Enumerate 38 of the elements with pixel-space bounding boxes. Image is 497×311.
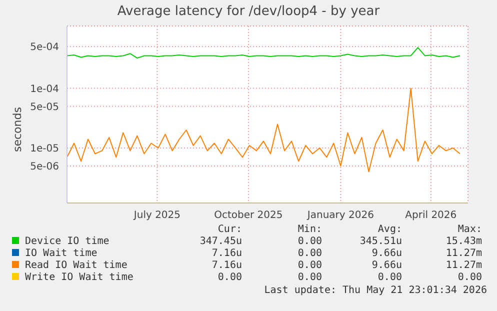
y-tick-label: 5e-05 — [30, 102, 59, 113]
y-tick-label: 1e-04 — [30, 84, 59, 95]
text: Max: — [456, 224, 482, 236]
text: Cur: — [216, 224, 242, 236]
y-axis-title: seconds — [10, 106, 24, 152]
x-tick-label: January 2026 — [306, 210, 374, 222]
y-tick-label: 5e-04 — [30, 42, 59, 54]
x-tick-label: October 2025 — [214, 210, 283, 222]
text: 11.27m — [444, 248, 482, 260]
line-series — [67, 47, 460, 59]
legend-label: Device IO time — [24, 236, 110, 248]
text: 0.00 — [296, 248, 322, 260]
y-tick-label: 1e-05 — [30, 144, 59, 155]
text: 9.66u — [370, 248, 402, 260]
text: 9.66u — [370, 260, 402, 272]
x-tick-label: July 2025 — [132, 210, 181, 222]
y-tick-label: 5e-06 — [30, 162, 59, 173]
text: Last update: Thu May 21 23:01:34 2026 — [263, 285, 487, 296]
text: 0.00 — [376, 272, 402, 284]
x-tick-label: April 2026 — [405, 210, 457, 222]
text: 15.43m — [444, 236, 482, 248]
text: 0.00 — [296, 236, 322, 248]
text: Min: — [296, 224, 322, 236]
text: 345.51u — [358, 236, 402, 248]
text: 347.45u — [198, 236, 242, 248]
text: 0.00 — [456, 272, 482, 284]
text: Avg: — [376, 224, 402, 236]
legend-label: Write IO Wait time — [24, 272, 134, 284]
text: 0.00 — [296, 260, 322, 272]
chart-title: Average latency for /dev/loop4 - by year — [116, 4, 381, 19]
legend-label: IO Wait time — [24, 248, 98, 260]
text: 0.00 — [216, 272, 242, 284]
text: 0.00 — [296, 272, 322, 284]
text: 7.16u — [210, 260, 242, 272]
text: 7.16u — [210, 248, 242, 260]
text: 11.27m — [444, 260, 482, 272]
line-series — [67, 88, 460, 172]
legend-label: Read IO Wait time — [24, 260, 128, 272]
